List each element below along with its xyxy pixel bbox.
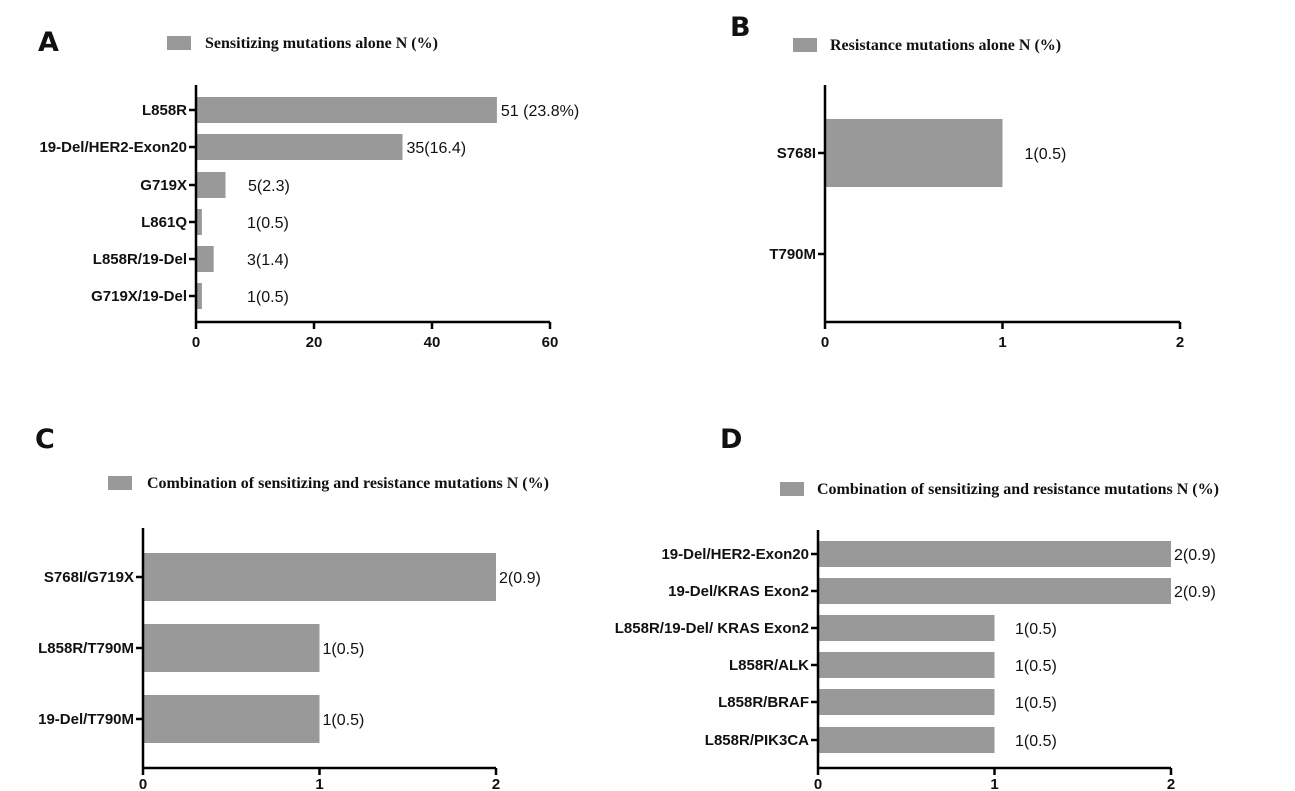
data-label: 1(0.5): [1025, 146, 1067, 163]
bar-1: [143, 624, 320, 672]
legend-swatch: [108, 476, 132, 490]
chart-panel-c: C Combination of sensitizing and resistan…: [35, 424, 549, 791]
x-tick-label: 1: [998, 334, 1006, 351]
data-label: 1(0.5): [1015, 695, 1057, 712]
legend-label: Combination of sensitizing and resistanc…: [817, 481, 1219, 498]
legend-label: Sensitizing mutations alone N (%): [205, 35, 438, 52]
x-tick-label: 1: [315, 776, 323, 791]
data-label: 1(0.5): [1015, 733, 1057, 750]
bar-2: [196, 172, 226, 198]
x-tick-label: 60: [542, 334, 559, 351]
bar-2: [818, 615, 995, 641]
panel-letter: C: [35, 424, 55, 455]
data-label: 1(0.5): [247, 215, 289, 232]
category-label: L858R/ALK: [729, 657, 809, 674]
category-label: S768I: [777, 145, 816, 162]
category-label: L861Q: [141, 214, 187, 231]
category-label: G719X/19-Del: [91, 288, 187, 305]
x-tick-label: 20: [306, 334, 323, 351]
category-label: L858R/T790M: [38, 640, 134, 657]
category-label: 19-Del/T790M: [38, 711, 134, 728]
bar-5: [818, 727, 995, 753]
chart-panel-a: A Sensitizing mutations alone N (%) L858R 5…: [38, 27, 579, 351]
x-tick-label: 40: [424, 334, 441, 351]
panel-letter: D: [720, 424, 742, 455]
data-label: 1(0.5): [323, 712, 365, 729]
category-label: 19-Del/HER2-Exon20: [661, 546, 809, 563]
legend-label: Resistance mutations alone N (%): [830, 37, 1061, 54]
bar-3: [196, 209, 202, 235]
data-label: 1(0.5): [323, 641, 365, 658]
x-tick-label: 2: [492, 776, 500, 791]
category-label: L858R: [142, 102, 187, 119]
category-label: S768I/G719X: [44, 569, 134, 586]
data-label: 1(0.5): [1015, 621, 1057, 638]
legend-swatch: [167, 36, 191, 50]
data-label: 1(0.5): [1015, 658, 1057, 675]
bar-0: [825, 119, 1003, 187]
x-tick-label: 0: [139, 776, 147, 791]
category-label: T790M: [769, 246, 816, 263]
legend-swatch: [793, 38, 817, 52]
category-label: L858R/PIK3CA: [705, 732, 809, 749]
bar-2: [143, 695, 320, 743]
data-label: 1(0.5): [247, 289, 289, 306]
data-label: 3(1.4): [247, 252, 289, 269]
category-label: 19-Del/HER2-Exon20: [39, 139, 187, 156]
category-label: L858R/19-Del: [93, 251, 187, 268]
panel-letter: B: [730, 12, 751, 43]
bar-1: [818, 578, 1171, 604]
x-tick-label: 2: [1176, 334, 1184, 351]
legend-label: Combination of sensitizing and resistanc…: [147, 475, 549, 492]
data-label: 35(16.4): [407, 140, 467, 157]
category-label: 19-Del/KRAS Exon2: [668, 583, 809, 600]
legend-swatch: [780, 482, 804, 496]
x-tick-label: 0: [821, 334, 829, 351]
bar-0: [143, 553, 496, 601]
category-label: L858R/BRAF: [718, 694, 809, 711]
x-tick-label: 2: [1167, 776, 1175, 791]
bar-3: [818, 652, 995, 678]
x-tick-label: 0: [814, 776, 822, 791]
data-label: 51 (23.8%): [501, 103, 579, 120]
bar-4: [196, 246, 214, 272]
bar-4: [818, 689, 995, 715]
chart-panel-d: D Combination of sensitizing and resistan…: [615, 424, 1219, 791]
panel-letter: A: [38, 27, 59, 58]
bar-1: [196, 134, 403, 160]
x-tick-label: 1: [990, 776, 998, 791]
bar-0: [818, 541, 1171, 567]
x-tick-label: 0: [192, 334, 200, 351]
bar-5: [196, 283, 202, 309]
data-label: 2(0.9): [1174, 547, 1216, 564]
data-label: 2(0.9): [499, 570, 541, 587]
bar-0: [196, 97, 497, 123]
data-label: 5(2.3): [248, 178, 290, 195]
chart-panel-b: B Resistance mutations alone N (%) S768I 1(…: [730, 12, 1184, 351]
category-label: G719X: [140, 177, 187, 194]
category-label: L858R/19-Del/ KRAS Exon2: [615, 620, 809, 637]
data-label: 2(0.9): [1174, 584, 1216, 601]
